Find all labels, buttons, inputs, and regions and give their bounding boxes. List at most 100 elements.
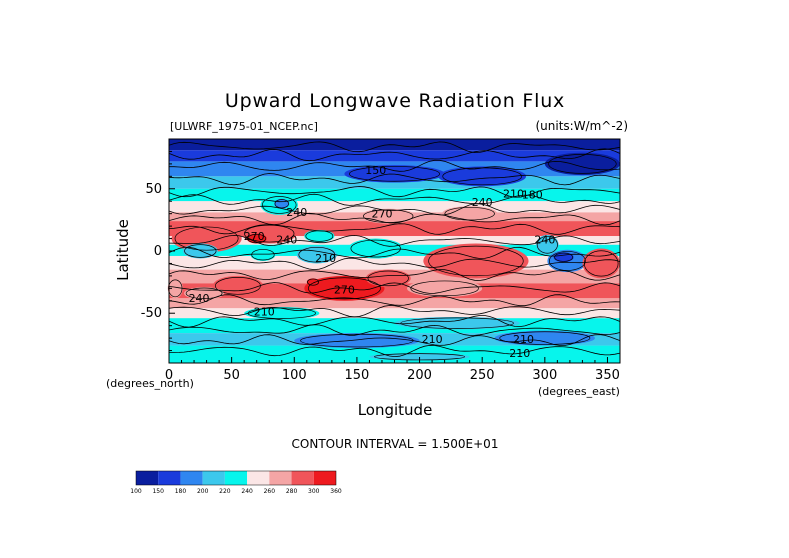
contour-loop [185, 287, 223, 299]
contour-label: 240 [286, 206, 307, 219]
contour-line [168, 334, 621, 346]
x-tick-label: 0 [165, 368, 173, 383]
contour-label: 210 [509, 347, 530, 360]
heatmap-cell [536, 234, 559, 255]
heatmap-cell [246, 233, 267, 244]
y-tick-label: 0 [154, 244, 162, 259]
lat-band [169, 283, 620, 299]
heatmap-cell [553, 252, 574, 263]
contour-line [168, 315, 621, 328]
contour-label: 210 [422, 333, 443, 346]
contour-loop [554, 252, 573, 262]
heatmap-cell [182, 243, 218, 259]
x-tick-label: 150 [345, 368, 370, 383]
contour-line [168, 282, 621, 294]
contour-loop [184, 244, 217, 258]
colorbar-label: 240 [241, 488, 253, 495]
contour-loop [350, 239, 401, 258]
contour-label: 210 [254, 306, 275, 319]
heatmap-cell [304, 229, 335, 243]
x-tick-label: 100 [282, 368, 307, 383]
contour-loop [536, 235, 558, 254]
colorbar-label: 150 [152, 488, 164, 495]
colorbar-label: 260 [264, 488, 276, 495]
contour-loop [367, 270, 409, 287]
contour-loop [349, 166, 440, 182]
colorbar-label: 100 [130, 488, 142, 495]
contour-loop [442, 167, 523, 186]
contour-label: 150 [365, 164, 386, 177]
colorbar-label: 220 [219, 488, 231, 495]
contour-loop [307, 277, 381, 300]
contour-loop [168, 279, 183, 298]
chart-title: Upward Longwave Radiation Flux [225, 90, 565, 112]
contour-loop [247, 233, 267, 244]
heatmap-cell [582, 248, 620, 279]
heatmap-cell [167, 278, 183, 299]
y-axis: -50 0 50 [141, 138, 175, 364]
heatmap-cell [423, 243, 529, 279]
colorbar-swatch [291, 471, 314, 485]
contour-loop [548, 154, 617, 174]
contour-loop [444, 206, 495, 221]
contour-loop [215, 277, 261, 295]
y-tick-label: -50 [141, 306, 162, 321]
contour-line [168, 246, 621, 259]
contour-label: 270 [334, 283, 355, 296]
heatmap-cell [494, 330, 595, 346]
contour-loop [300, 333, 414, 348]
x-axis-label: Longitude [358, 401, 433, 419]
x-units-label: (degrees_east) [538, 385, 620, 398]
lat-band [169, 150, 620, 162]
colorbar-swatch [313, 471, 336, 485]
contour-label: 240 [276, 234, 297, 247]
contour-label: 210 [513, 333, 534, 346]
contour-line [168, 305, 621, 318]
x-tick-label: 300 [532, 368, 557, 383]
contour-label: 270 [371, 207, 392, 220]
lat-band [169, 201, 620, 213]
contour-label: 240 [534, 234, 555, 247]
colorbar-label: 360 [330, 488, 342, 495]
y-units-label: (degrees_north) [106, 377, 194, 390]
heatmap-cell [407, 279, 483, 298]
contour-label: 240 [472, 196, 493, 209]
colorbar-label: 180 [175, 488, 187, 495]
contour-line [168, 148, 621, 162]
contour-loop [583, 250, 619, 277]
contour-interval: CONTOUR INTERVAL = 1.500E+01 [292, 437, 499, 451]
contour-loop [400, 317, 514, 329]
lat-band [169, 236, 620, 245]
heatmap-cell [294, 333, 420, 349]
contour-line [168, 344, 621, 358]
contour-line [168, 173, 621, 186]
contour-line [168, 203, 621, 216]
contour-line [168, 212, 621, 226]
heatmap-cells [167, 152, 621, 361]
heatmap-cell [369, 353, 470, 361]
units-label: (units:W/m^-2) [535, 119, 628, 133]
colorbar-swatch [224, 471, 248, 485]
x-tick-label: 350 [595, 368, 620, 383]
colorbar-frame [135, 470, 337, 486]
contour-label: 180 [522, 189, 543, 202]
contour-loop [428, 245, 524, 277]
contour-line [168, 193, 621, 206]
contour-loop [307, 278, 320, 286]
contour-loop [410, 280, 479, 297]
contour-line [168, 269, 621, 281]
contour-loop [274, 199, 289, 209]
contour-loop [305, 230, 334, 242]
contour-loop [251, 249, 275, 261]
contour-loop [363, 209, 414, 223]
y-axis-label: Latitude [114, 219, 132, 281]
heatmap-cell [348, 238, 404, 259]
heatmap-cell [250, 248, 276, 261]
colorbar-swatch [158, 471, 181, 485]
contour-line [168, 141, 621, 154]
colorbar-label: 280 [286, 488, 298, 495]
contour-loop [499, 331, 591, 345]
